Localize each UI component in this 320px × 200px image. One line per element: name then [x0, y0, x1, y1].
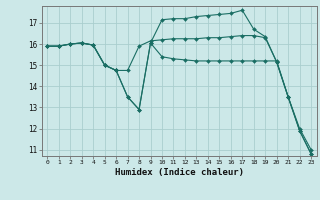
X-axis label: Humidex (Indice chaleur): Humidex (Indice chaleur)	[115, 168, 244, 177]
